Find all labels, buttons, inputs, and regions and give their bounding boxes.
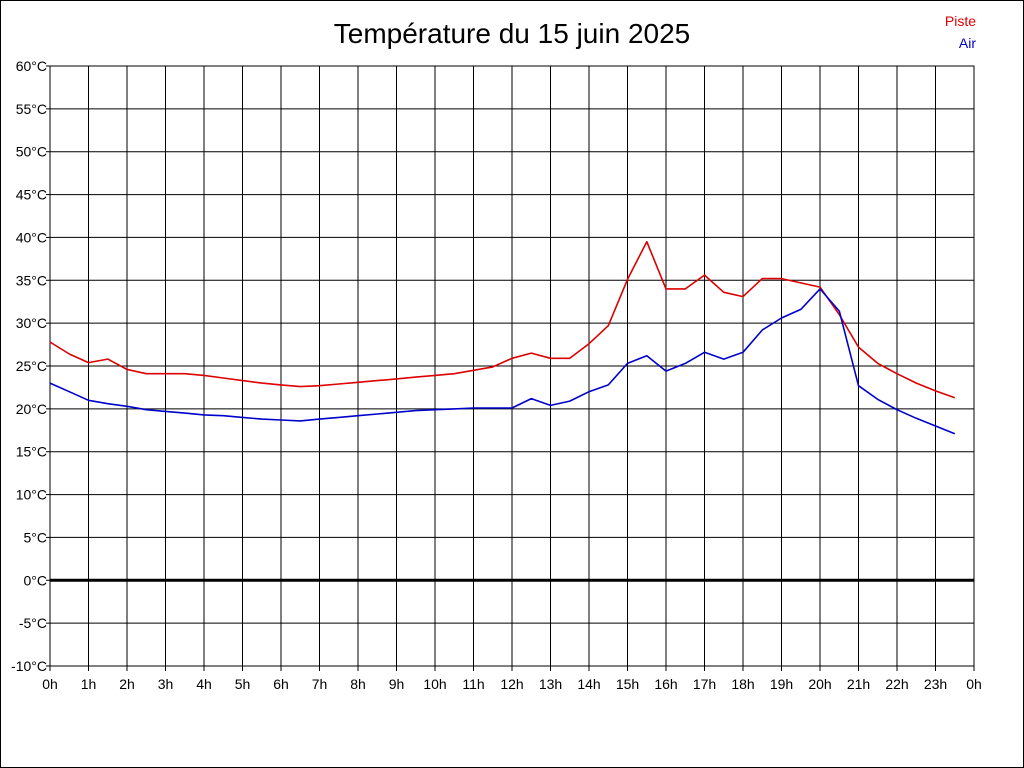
x-tick-label: 15h xyxy=(616,676,639,692)
y-tick-label: 20°C xyxy=(16,401,47,417)
y-tick-label: 25°C xyxy=(16,358,47,374)
x-tick-label: 17h xyxy=(693,676,716,692)
y-tick-label: 45°C xyxy=(16,187,47,203)
y-tick-label: -10°C xyxy=(11,658,47,674)
y-tick-label: 0°C xyxy=(24,572,48,588)
x-tick-label: 18h xyxy=(731,676,754,692)
y-tick-label: 40°C xyxy=(16,229,47,245)
y-tick-label: 10°C xyxy=(16,487,47,503)
x-tick-label: 8h xyxy=(350,676,366,692)
x-tick-label: 14h xyxy=(577,676,600,692)
x-tick-label: 6h xyxy=(273,676,289,692)
x-tick-label: 10h xyxy=(423,676,446,692)
x-tick-label: 19h xyxy=(770,676,793,692)
y-tick-label: 55°C xyxy=(16,101,47,117)
x-tick-label: 1h xyxy=(81,676,97,692)
x-tick-label: 13h xyxy=(539,676,562,692)
series-line-air xyxy=(49,288,956,435)
x-tick-label: 0h xyxy=(966,676,982,692)
x-tick-label: 20h xyxy=(808,676,831,692)
y-tick-label: 35°C xyxy=(16,272,47,288)
series-line-piste xyxy=(49,240,956,399)
y-tick-label: 50°C xyxy=(16,144,47,160)
x-tick-label: 4h xyxy=(196,676,212,692)
x-tick-label: 21h xyxy=(847,676,870,692)
x-tick-label: 0h xyxy=(42,676,58,692)
legend-item-piste: Piste xyxy=(944,13,976,29)
x-tick-label: 16h xyxy=(654,676,677,692)
x-tick-label: 7h xyxy=(312,676,328,692)
x-tick-label: 3h xyxy=(158,676,174,692)
x-tick-label: 23h xyxy=(924,676,947,692)
x-tick-label: 5h xyxy=(235,676,251,692)
x-tick-label: 22h xyxy=(885,676,908,692)
x-tick-label: 12h xyxy=(500,676,523,692)
y-tick-label: 60°C xyxy=(16,58,47,74)
y-tick-label: 15°C xyxy=(16,444,47,460)
x-tick-label: 2h xyxy=(119,676,135,692)
y-tick-label: 30°C xyxy=(16,315,47,331)
x-tick-label: 11h xyxy=(462,676,484,692)
x-tick-label: 9h xyxy=(389,676,405,692)
y-tick-label: -5°C xyxy=(19,615,47,631)
y-tick-label: 5°C xyxy=(24,529,48,545)
chart-title: Température du 15 juin 2025 xyxy=(333,18,691,49)
legend-item-air: Air xyxy=(958,35,976,51)
